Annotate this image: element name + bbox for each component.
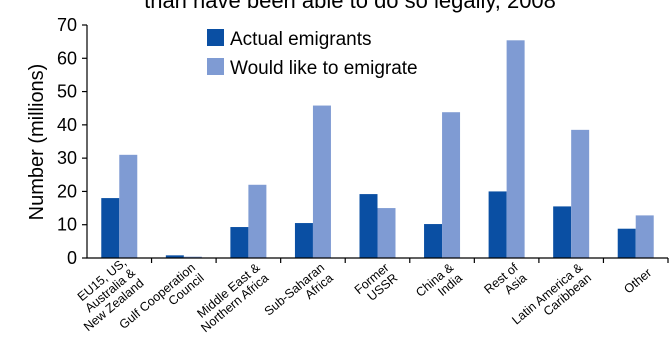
chart-title: than have been able to do so legally, 20… [144,0,556,13]
bar-actual-emigrants [101,198,120,258]
legend-swatch-would-like-to-emigrate [207,58,224,75]
axes [86,25,668,259]
bar-would-like-to-emigrate [183,256,202,258]
bar-would-like-to-emigrate [248,184,267,258]
y-tick-label: 0 [67,248,77,268]
x-tick-label: China &India [413,260,465,310]
legend-label-actual-emigrants: Actual emigrants [230,29,372,50]
bar-actual-emigrants [230,227,249,258]
x-tick-label: Latin America &Caribbean [509,260,594,338]
y-axis-ticks: 0 10 20 30 40 50 60 70 [57,15,87,268]
y-tick-label: 70 [57,15,77,35]
bar-actual-emigrants [617,228,636,258]
bar-would-like-to-emigrate [377,208,396,258]
y-tick-label: 50 [57,82,77,102]
bar-actual-emigrants [294,223,313,258]
bar-actual-emigrants [165,255,184,258]
bars [101,40,654,259]
x-tick-label: Rest ofAsia [481,260,529,307]
y-tick-label: 10 [57,215,77,235]
y-tick-label: 40 [57,115,77,135]
bar-actual-emigrants [553,206,572,258]
y-tick-label: 20 [57,181,77,201]
bar-actual-emigrants [359,194,378,258]
x-tick-label: FormerUSSR [352,260,401,307]
bar-would-like-to-emigrate [119,154,138,258]
legend-label-would-like-to-emigrate: Would like to emigrate [230,58,418,79]
x-tick-label: Middle East &Northern Africa [190,260,272,335]
bar-actual-emigrants [424,224,443,258]
y-tick-label: 30 [57,148,77,168]
y-tick-label: 60 [57,48,77,68]
bar-actual-emigrants [488,191,507,258]
bar-would-like-to-emigrate [635,215,654,258]
bar-would-like-to-emigrate [571,129,590,258]
legend-swatch-actual-emigrants [207,29,224,46]
y-axis-label: Number (millions) [26,64,48,221]
x-tick-label: Sub-SaharanAfrica [262,260,336,328]
x-tick-label: Other [621,266,654,297]
bar-would-like-to-emigrate [312,105,331,259]
bar-would-like-to-emigrate [506,40,525,258]
bar-would-like-to-emigrate [442,112,461,258]
legend: Actual emigrants Would like to emigrate [207,29,418,79]
